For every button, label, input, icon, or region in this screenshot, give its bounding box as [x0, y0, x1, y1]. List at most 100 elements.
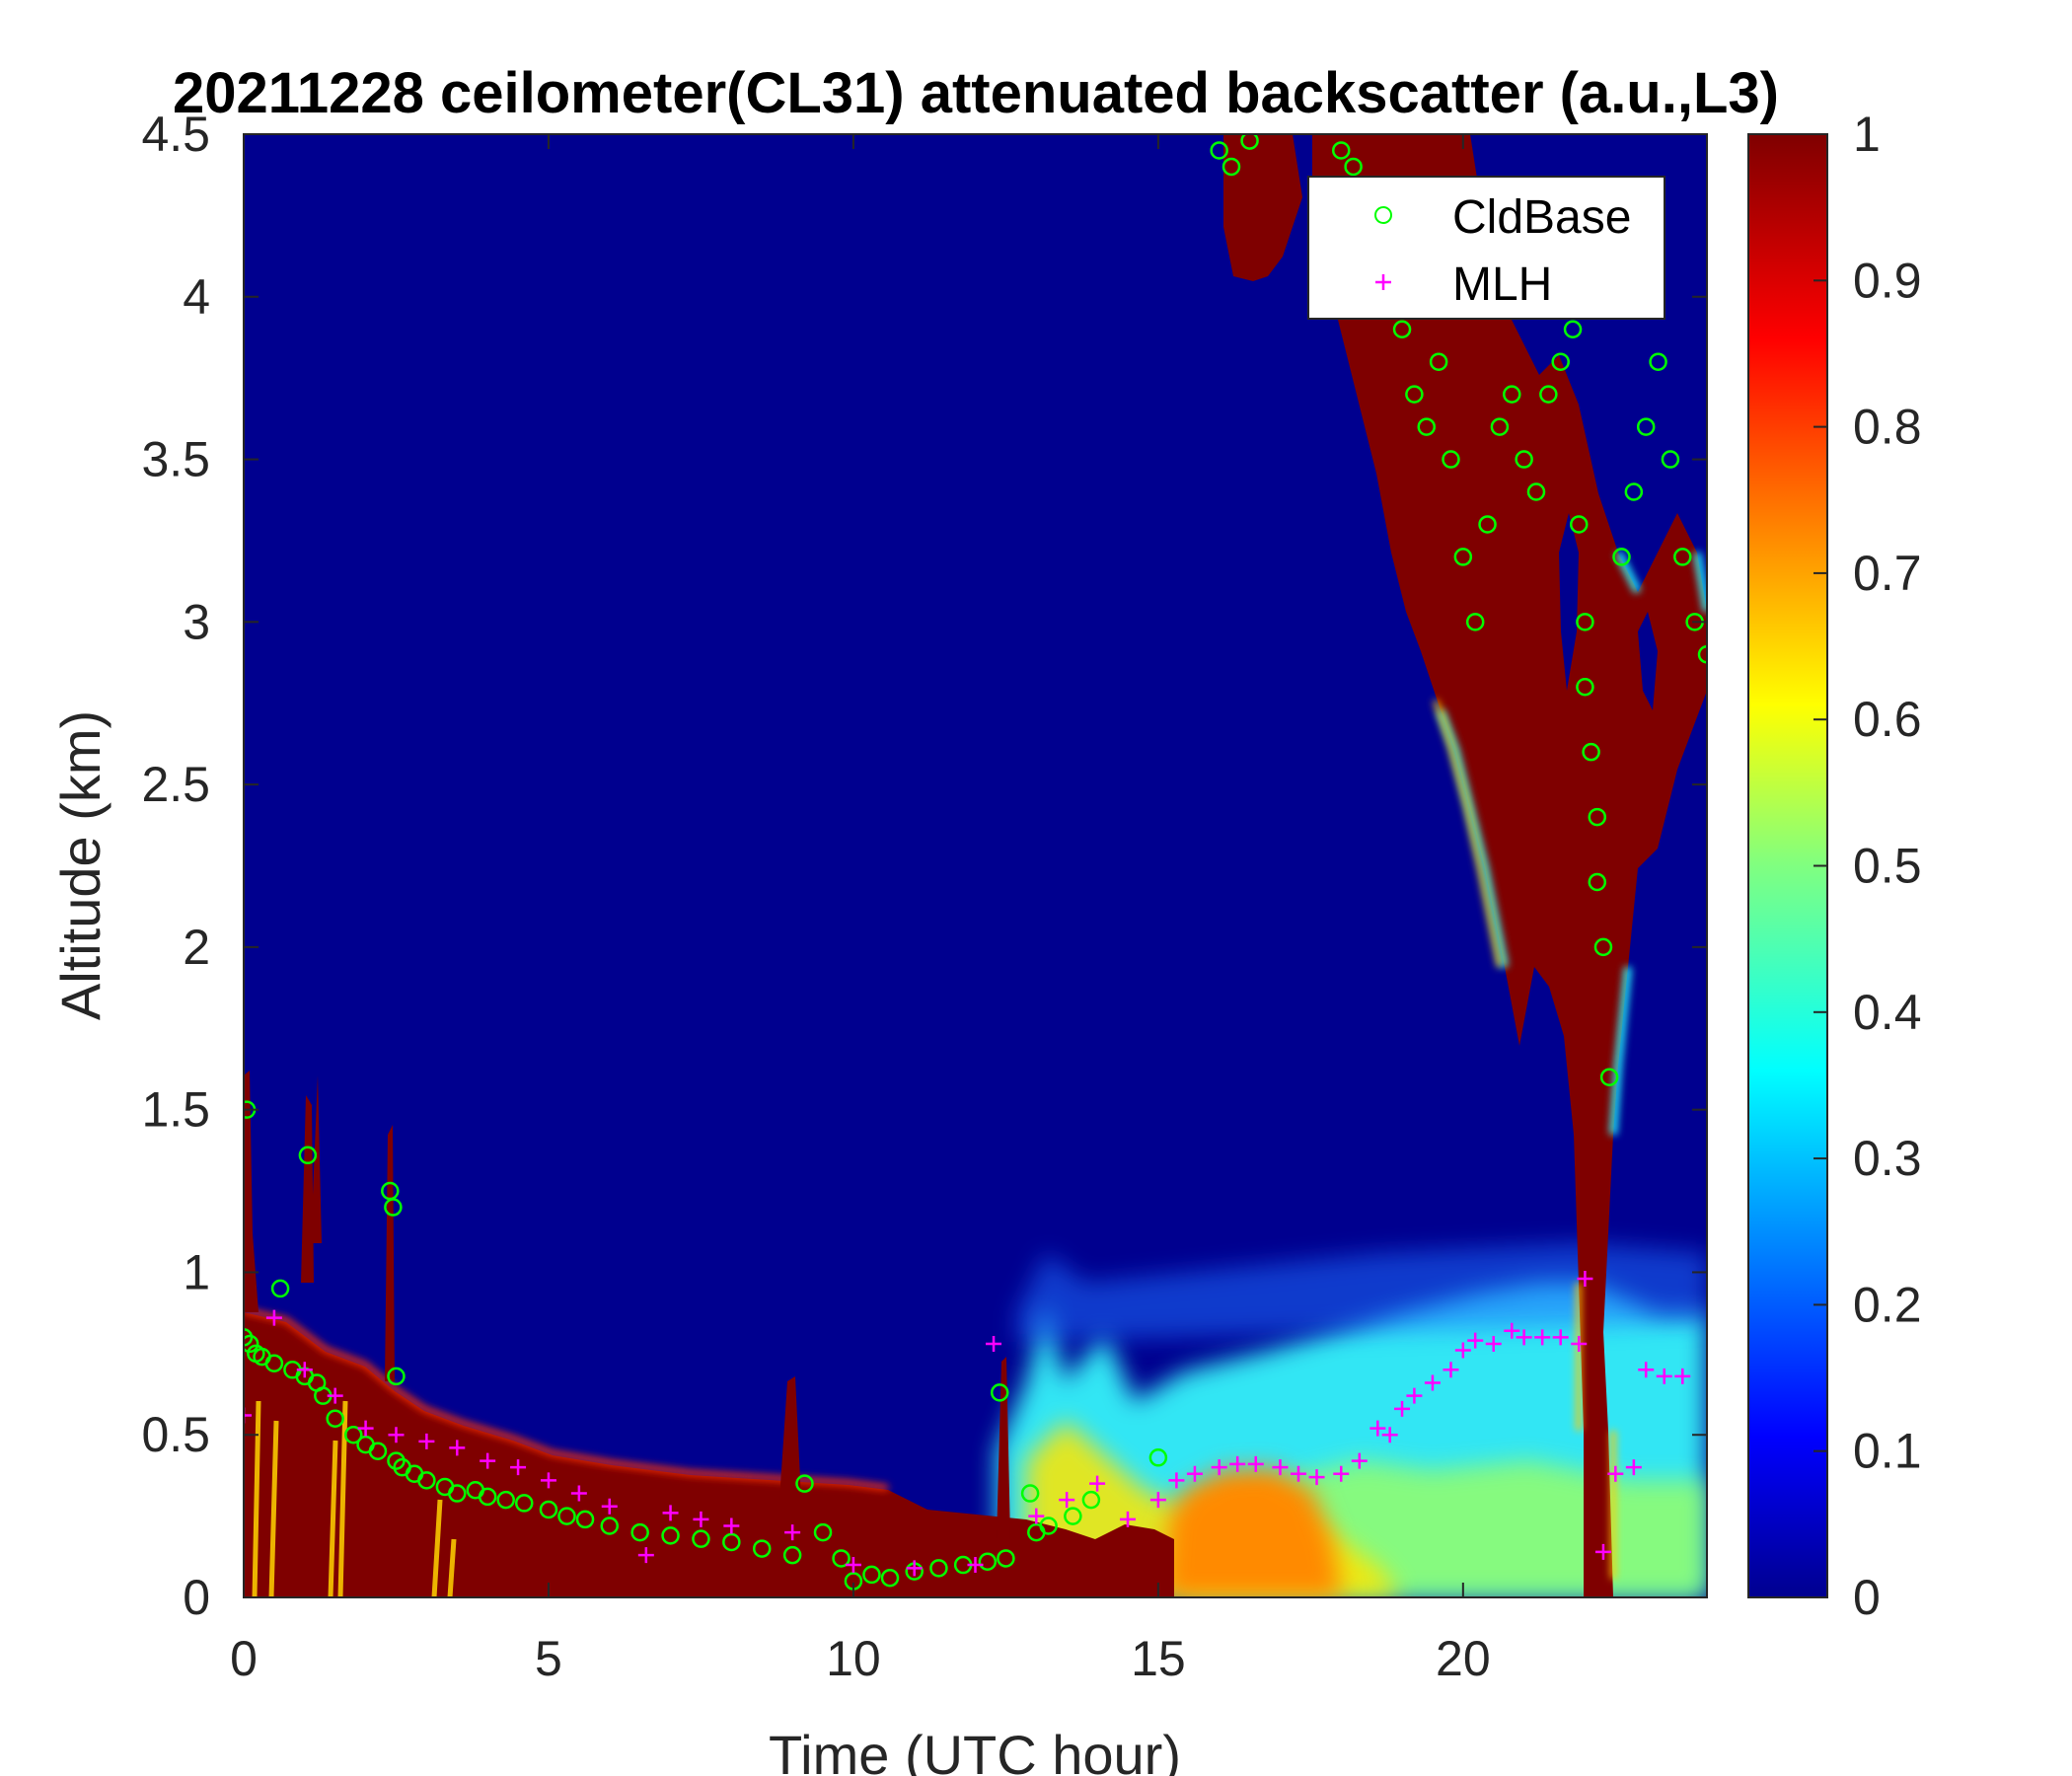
mlh-point — [357, 1420, 374, 1437]
mlh-point — [570, 1485, 587, 1502]
cldbase-point — [1563, 320, 1583, 338]
cldbase-point — [1429, 352, 1448, 371]
cloud-edges-cyan — [1437, 551, 1707, 1136]
cldbase-point — [1081, 1490, 1101, 1510]
colorbar-tick-label: 1 — [1853, 107, 1881, 162]
y-tick-label: 0.5 — [141, 1407, 210, 1462]
cldbase-point — [862, 1565, 881, 1585]
x-tick-label: 15 — [1131, 1631, 1186, 1686]
colorbar-tick-label: 0.1 — [1853, 1424, 1922, 1479]
cldbase-point — [1588, 872, 1607, 892]
plume-2-5h — [385, 1125, 395, 1381]
mlh-point — [1516, 1329, 1532, 1346]
mlh-point — [1504, 1322, 1520, 1339]
colorbar-tick-label: 0.4 — [1853, 985, 1922, 1040]
cldbase-point — [600, 1517, 619, 1535]
mlh-point — [1089, 1475, 1106, 1492]
legend: CldBase MLH — [1307, 176, 1665, 320]
cloud-16h-red — [1223, 134, 1302, 281]
colorbar-ticks: 0 0.1 0.2 0.3 0.4 0.5 0.6 0.7 0.8 0.9 1 — [1813, 107, 1922, 1625]
cldbase-point — [722, 1532, 741, 1552]
cldbase-point — [514, 1494, 534, 1513]
cldbase-point — [1478, 515, 1497, 534]
y-tick-label: 1.5 — [141, 1082, 210, 1138]
mlh-point — [1333, 1465, 1350, 1482]
cldbase-point — [1539, 385, 1558, 404]
cldbase-point — [1210, 141, 1228, 160]
y-tick-label: 3 — [183, 594, 210, 649]
cldbase-point — [1673, 548, 1692, 566]
cldbase-point — [1020, 1484, 1040, 1503]
cldbase-point — [343, 1425, 363, 1444]
mlh-point — [1594, 1543, 1611, 1560]
mlh-point — [480, 1452, 496, 1469]
colorbar-tick-label: 0.7 — [1853, 546, 1922, 601]
x-axis-label: Time (UTC hour) — [769, 1724, 1181, 1776]
cldbase-point — [630, 1522, 649, 1542]
cldbase-point — [929, 1559, 948, 1578]
plume-12h — [997, 1357, 1010, 1539]
cldbase-point — [1221, 157, 1241, 177]
mlh-point — [637, 1547, 654, 1564]
cldbase-point — [1332, 141, 1351, 160]
mlh-point — [1467, 1332, 1484, 1349]
cldbase-points — [244, 134, 1707, 1591]
plume-early-spike — [301, 1075, 322, 1283]
cldbase-point — [1593, 937, 1613, 957]
mlh-point — [388, 1427, 405, 1443]
mlh-point — [693, 1511, 709, 1527]
y-tick-label: 2.5 — [141, 757, 210, 812]
cldbase-point — [1405, 385, 1424, 404]
cldbase-point — [1465, 613, 1485, 631]
cldbase-point — [1453, 548, 1473, 566]
cldbase-point — [478, 1487, 497, 1507]
cldbase-point — [1649, 352, 1667, 371]
colorbar-tick-label: 0.3 — [1853, 1131, 1922, 1186]
legend-cldbase-label: CldBase — [1452, 191, 1631, 244]
mlh-point — [244, 1407, 252, 1424]
cldbase-point — [795, 1474, 814, 1493]
cldbase-point — [496, 1490, 515, 1510]
mlh-point — [967, 1557, 984, 1574]
y-axis-label: Altitude (km) — [49, 710, 111, 1020]
y-tick-label: 4.5 — [141, 107, 210, 162]
legend-box — [1307, 176, 1665, 320]
mlh-point — [1424, 1374, 1441, 1391]
cldbase-point — [997, 1549, 1015, 1568]
cldbase-point — [1490, 417, 1510, 436]
mlh-point — [1571, 1335, 1588, 1352]
heatmap-field — [244, 134, 1707, 1597]
y-tick-label: 0 — [183, 1570, 210, 1625]
mlh-point — [540, 1472, 556, 1489]
mlh-point — [296, 1362, 313, 1378]
cldbase-point — [1039, 1517, 1058, 1535]
cldbase-point — [752, 1539, 772, 1558]
mlh-point — [1272, 1459, 1289, 1476]
mlh-point — [906, 1560, 923, 1577]
cldbase-point — [1661, 450, 1680, 469]
mlh-point — [1149, 1492, 1166, 1509]
mlh-point — [1186, 1465, 1203, 1482]
cldbase-point — [1240, 134, 1259, 150]
mlh-point — [327, 1387, 343, 1404]
mlh-point — [1406, 1387, 1423, 1404]
y-tick-label: 2 — [183, 920, 210, 975]
y-tick-label: 4 — [183, 269, 210, 325]
colorbar-tick-label: 0.2 — [1853, 1277, 1922, 1332]
cldbase-point — [692, 1529, 710, 1548]
mlh-point — [1028, 1508, 1045, 1524]
cldbase-point — [1417, 417, 1437, 436]
x-tick-label: 5 — [535, 1631, 562, 1686]
cldbase-point — [326, 1409, 344, 1428]
cldbase-point — [448, 1484, 467, 1503]
cldbase-point — [1526, 482, 1546, 501]
cldbase-point — [244, 1334, 259, 1354]
surface-layer-dark-red — [244, 1312, 1174, 1597]
mlh-point — [1291, 1465, 1306, 1482]
x-tick-label: 10 — [826, 1631, 881, 1686]
mlh-point — [1168, 1472, 1185, 1489]
colorbar-tick-label: 0.5 — [1853, 839, 1922, 894]
surface-layer-red-edge — [244, 1307, 889, 1491]
cldbase-point — [978, 1552, 998, 1571]
